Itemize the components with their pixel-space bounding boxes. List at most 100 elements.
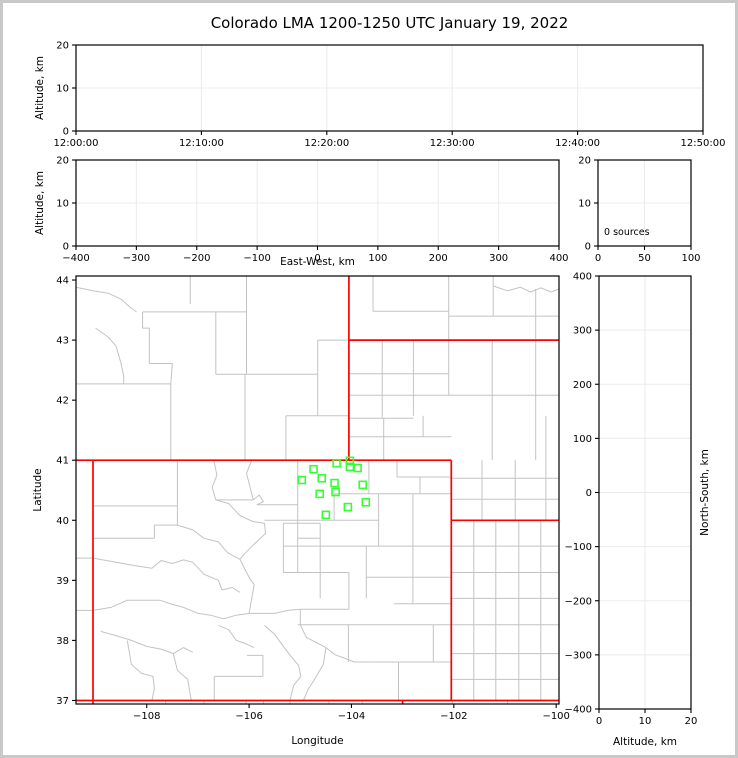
y-tick-label: −400: [565, 705, 592, 716]
lma-station-marker: [332, 458, 341, 468]
y-tick-label: −200: [565, 596, 592, 607]
panel-alt_histogram: [598, 160, 691, 246]
y-axis-label: Altitude, km: [34, 171, 46, 235]
x-tick-label: −100: [243, 253, 270, 264]
y-tick-label: 0: [63, 127, 69, 138]
x-axis-label: East-West, km: [280, 256, 355, 268]
county-border-line: [239, 523, 266, 560]
x-tick-label: 0: [596, 716, 602, 727]
county-border-line: [95, 327, 125, 384]
lma-station-marker: [330, 478, 339, 488]
lma-station-marker: [353, 463, 362, 473]
county-border-line: [92, 557, 193, 569]
x-tick-label: −106: [235, 711, 262, 722]
county-border-line: [192, 561, 241, 593]
x-tick-label: 100: [368, 253, 387, 264]
y-tick-label: 10: [578, 199, 591, 210]
county-border-line: [246, 460, 254, 501]
county-border-line: [302, 647, 327, 701]
x-tick-label: 10: [639, 716, 652, 727]
y-tick-label: 0: [585, 242, 591, 253]
y-tick-label: 41: [56, 456, 69, 467]
y-tick-label: 10: [56, 84, 69, 95]
lma-station-marker: [361, 497, 371, 507]
y-tick-label: 43: [56, 336, 69, 347]
sources-count-label: 0 sources: [604, 227, 650, 238]
county-border-line: [215, 499, 265, 524]
x-axis-label: Longitude: [291, 735, 343, 747]
y-axis-label: North-South, km: [699, 449, 711, 536]
panel-frame: [75, 275, 560, 705]
y-axis-label: Altitude, km: [34, 56, 46, 120]
x-tick-label: 0: [314, 253, 320, 264]
panel-ew_height-axes: −400 −300 −200 −100 0 100 200 300 400 0 10 20 Altitu…: [34, 156, 569, 269]
y-axis-label: Latitude: [32, 468, 44, 511]
lma-station-marker: [331, 487, 340, 497]
y-tick-label: 0: [63, 242, 69, 253]
panel-time_height: [76, 45, 703, 131]
county-border-line: [126, 640, 155, 701]
county-border-line: [249, 608, 301, 614]
y-tick-label: 38: [56, 636, 69, 647]
county-border-line: [197, 612, 250, 620]
x-axis-label: Altitude, km: [613, 736, 677, 748]
county-border-line: [172, 653, 192, 701]
county-border-line: [247, 654, 264, 677]
lma-station-marker: [345, 456, 355, 466]
y-tick-label: 42: [56, 396, 69, 407]
panel-ew_height: [76, 160, 559, 246]
map-content: [76, 276, 559, 704]
x-tick-label: 200: [429, 253, 448, 264]
x-tick-label: 400: [549, 253, 568, 264]
county-border-line: [252, 494, 264, 506]
x-tick-label: 12:00:00: [54, 138, 99, 149]
x-tick-label: 12:20:00: [304, 138, 349, 149]
lma-station-marker: [297, 475, 307, 485]
y-tick-label: 100: [573, 434, 592, 445]
y-tick-label: 20: [56, 41, 69, 52]
x-tick-label: 12:50:00: [681, 138, 726, 149]
lma-station-marker: [317, 473, 327, 483]
x-tick-label: 300: [489, 253, 508, 264]
panel-time_height-axes: 12:00:00 12:10:00 12:20:00 12:30:00 12:40:00…: [34, 41, 725, 150]
y-tick-label: 10: [56, 199, 69, 210]
lma-station-marker: [309, 464, 318, 474]
county-border-line: [299, 624, 371, 663]
plot-title: Colorado LMA 1200-1250 UTC January 19, 2…: [210, 14, 569, 32]
county-border-line: [218, 624, 255, 649]
x-tick-label: −300: [123, 253, 150, 264]
y-tick-label: 0: [586, 488, 592, 499]
y-tick-label: −100: [565, 542, 592, 553]
x-tick-label: 12:40:00: [555, 138, 600, 149]
county-border-line: [264, 625, 302, 701]
x-tick-label: −400: [62, 253, 89, 264]
x-tick-label: −108: [133, 711, 160, 722]
panel-alt_histogram-axes: 0 50 100 0 10 20: [578, 156, 700, 265]
county-border-line: [493, 285, 559, 293]
county-border-line: [177, 524, 241, 560]
y-tick-label: 20: [56, 156, 69, 167]
x-tick-label: −100: [542, 711, 569, 722]
county-border-line: [100, 630, 194, 655]
panel-ns_height-axes: 0 10 20 400 300 200 100 0 −100 −200 −300 −400 North-…: [565, 272, 711, 749]
x-tick-label: 20: [685, 716, 698, 727]
x-tick-label: −102: [440, 711, 467, 722]
y-tick-label: −300: [565, 650, 592, 661]
county-border-line: [142, 311, 173, 384]
y-tick-label: 20: [578, 156, 591, 167]
y-tick-label: 37: [56, 696, 69, 707]
lma-station-marker: [358, 480, 368, 490]
county-border-line: [92, 599, 199, 614]
y-tick-label: 300: [573, 326, 592, 337]
x-tick-label: −104: [338, 711, 365, 722]
x-tick-label: 100: [681, 253, 700, 264]
x-tick-label: 12:30:00: [430, 138, 475, 149]
county-border-line: [239, 559, 255, 614]
y-tick-label: 44: [56, 276, 69, 287]
x-tick-label: −200: [183, 253, 210, 264]
y-tick-label: 39: [56, 576, 69, 587]
lma-plot-canvas: 12:00:00 12:10:00 12:20:00 12:30:00 12:40:00…: [32, 41, 725, 749]
y-tick-label: 40: [56, 516, 69, 527]
x-tick-label: 0: [595, 253, 601, 264]
